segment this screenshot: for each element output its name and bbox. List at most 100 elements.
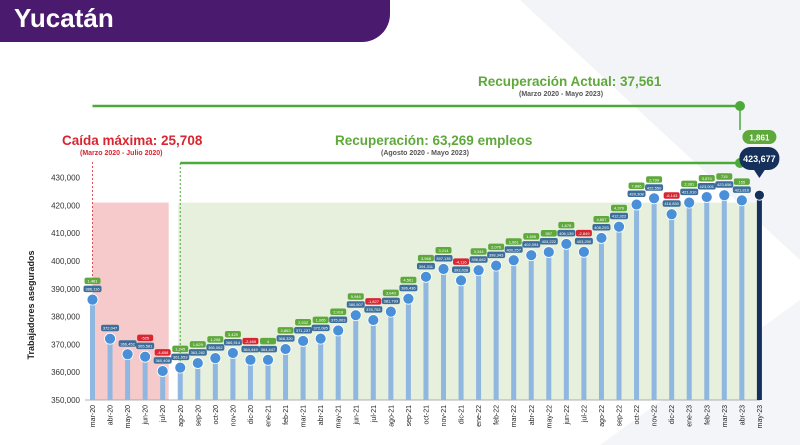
value-label-box <box>662 200 681 207</box>
data-point <box>560 238 573 250</box>
delta-label-box <box>470 248 487 255</box>
delta-label: 3,040 <box>386 291 397 296</box>
bar <box>212 358 218 400</box>
page-title: Yucatán <box>14 3 114 33</box>
bar <box>125 354 131 400</box>
data-point <box>700 191 713 203</box>
x-tick-label: feb-22 <box>494 405 501 425</box>
value-label: 420,308 <box>629 192 644 197</box>
delta-label-box <box>698 175 715 182</box>
value-label: 368,320 <box>278 336 293 341</box>
value-label: 380,507 <box>349 302 364 307</box>
data-point <box>525 249 538 262</box>
bar <box>598 237 604 400</box>
delta-label-box <box>260 337 276 345</box>
value-label: 364,447 <box>261 347 276 352</box>
data-point <box>297 335 310 347</box>
bar <box>756 195 762 400</box>
value-label-box <box>294 326 313 334</box>
delta-label-box <box>628 182 645 190</box>
delta-label-box <box>189 341 206 348</box>
data-point <box>349 309 362 322</box>
bar <box>90 299 95 400</box>
value-label-box <box>276 335 295 342</box>
value-label-box <box>346 301 365 308</box>
delta-label: -6,143 <box>666 193 678 198</box>
value-label-box <box>381 297 400 305</box>
delta-label-box <box>277 327 294 334</box>
data-point <box>244 353 257 366</box>
x-tick-label: mar-21 <box>301 405 308 427</box>
data-point <box>367 314 380 326</box>
data-point <box>174 361 187 374</box>
x-tick-label: may-22 <box>546 405 553 428</box>
value-label: 421,010 <box>682 190 697 195</box>
bar <box>581 251 587 400</box>
delta-label-box <box>172 345 189 353</box>
delta-label-box <box>575 229 592 237</box>
delta-label: 7,886 <box>632 184 643 189</box>
x-tick-label: mar-23 <box>722 405 729 427</box>
delta-label: 2,076 <box>491 245 502 250</box>
value-label: 421,816 <box>735 187 750 192</box>
value-label: 365,581 <box>138 344 153 349</box>
title-banner: Yucatán <box>0 0 390 42</box>
x-tick-label: jul-21 <box>371 405 378 423</box>
delta-label: 1,629 <box>193 342 204 347</box>
data-point <box>578 245 590 258</box>
bar <box>634 204 640 400</box>
delta-label-box <box>365 298 382 305</box>
bar <box>195 363 201 400</box>
value-label: 393,028 <box>454 267 469 272</box>
value-label: 403,290 <box>577 239 592 244</box>
bar <box>563 243 569 400</box>
data-point <box>718 189 731 202</box>
caida-maxima-period: (Marzo 2020 - Julio 2020) <box>80 150 163 157</box>
data-point <box>226 347 239 359</box>
final-delta-box <box>742 130 777 144</box>
delta-label: 3,214 <box>438 248 449 253</box>
value-label: 412,322 <box>612 214 627 219</box>
x-tick-label: may-21 <box>336 405 343 428</box>
recuperacion-actual-title: Recuperación Actual: 37,561 <box>478 74 662 89</box>
value-label: 396,682 <box>471 257 486 262</box>
delta-label-box <box>453 258 470 265</box>
delta-label-box <box>611 204 627 212</box>
value-label-box <box>487 251 506 259</box>
data-point <box>613 220 625 233</box>
value-label: 364,449 <box>243 347 258 352</box>
data-point <box>86 293 99 306</box>
value-label: 381,793 <box>384 299 399 304</box>
value-label-box <box>206 344 225 351</box>
delta-label: -2,849 <box>578 231 590 236</box>
bar <box>458 280 464 400</box>
data-point <box>542 246 555 258</box>
data-point <box>490 259 503 272</box>
data-point <box>262 353 274 366</box>
x-tick-label: abr-20 <box>108 405 115 425</box>
delta-label: -4,858 <box>157 350 169 355</box>
delta-label: 1,678 <box>561 223 572 228</box>
value-label: 372,085 <box>313 326 328 331</box>
value-label-box <box>171 353 190 361</box>
bar <box>476 270 482 400</box>
data-point <box>156 365 169 377</box>
value-label-box <box>241 345 260 353</box>
bar <box>388 311 394 400</box>
x-tick-label: dic-22 <box>669 405 676 424</box>
value-label-box <box>504 246 523 253</box>
y-tick-label: 380,000 <box>51 313 80 322</box>
x-tick-label: nov-21 <box>441 405 448 427</box>
final-delta-label: 1,861 <box>749 134 770 143</box>
data-point <box>437 263 450 275</box>
delta-label-box <box>330 308 347 315</box>
delta-label: 3,968 <box>421 256 432 261</box>
delta-label-box <box>207 336 224 343</box>
data-point <box>507 254 520 267</box>
x-tick-label: ago-22 <box>599 405 606 427</box>
recuperacion-actual-period: (Marzo 2020 - Mayo 2023) <box>519 91 604 98</box>
data-point <box>104 332 116 345</box>
value-label-box <box>188 349 207 356</box>
value-label-box <box>469 256 488 263</box>
